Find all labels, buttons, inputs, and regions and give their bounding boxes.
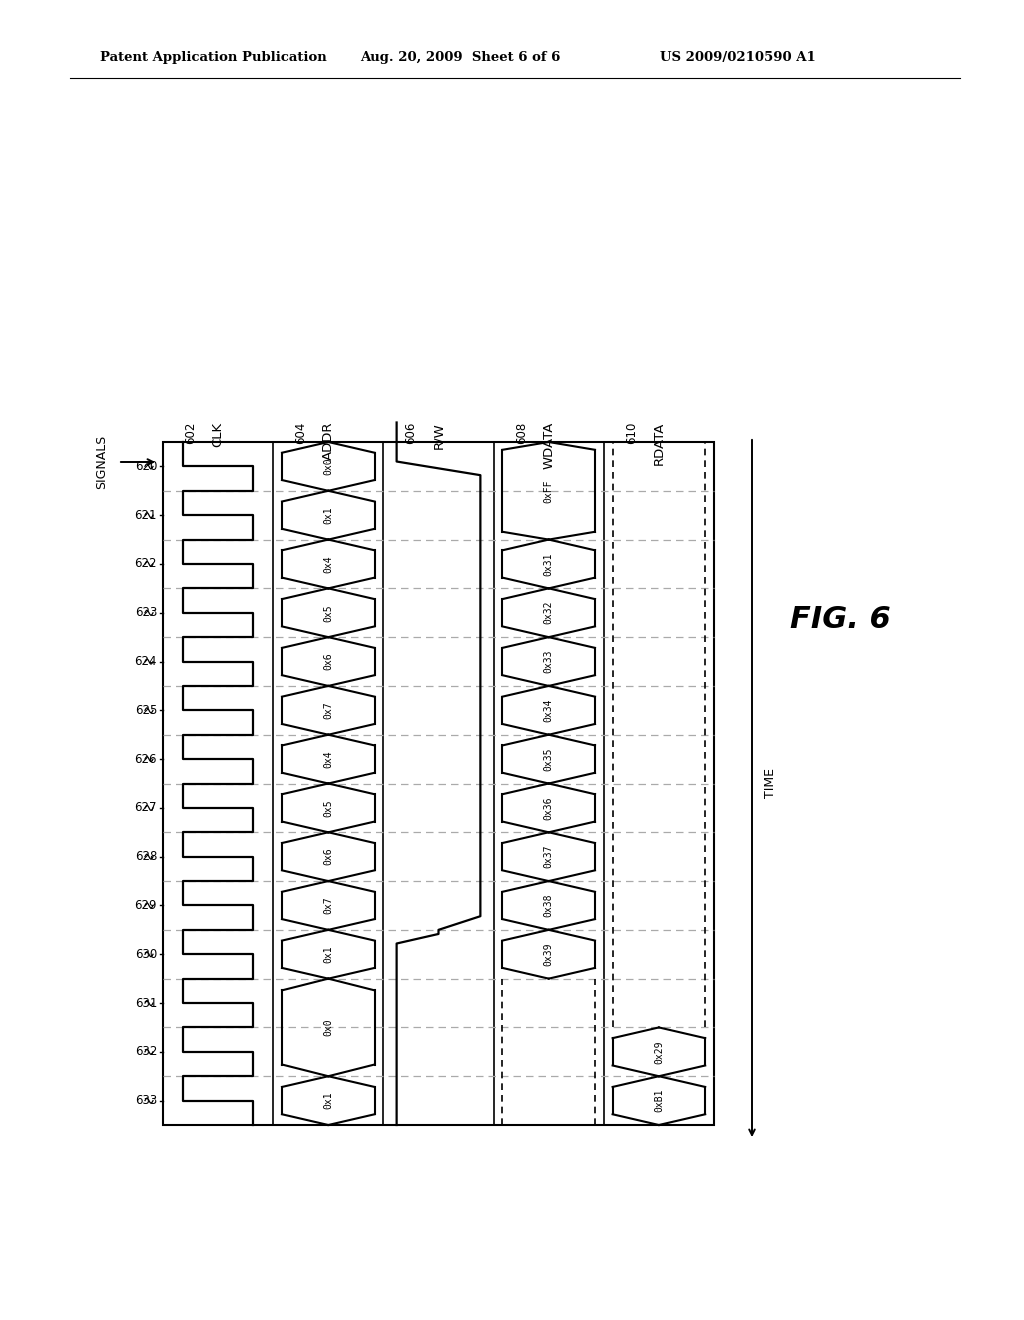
Bar (163, 442, 714, 1125)
Text: 0x6: 0x6 (324, 847, 333, 866)
Text: ADDR: ADDR (322, 422, 335, 461)
Text: 620: 620 (134, 459, 157, 473)
Text: 0x34: 0x34 (544, 698, 554, 722)
Text: SIGNALS: SIGNALS (95, 434, 108, 490)
Text: 0xFF: 0xFF (544, 479, 554, 503)
Text: 610: 610 (625, 422, 638, 445)
Text: 0x0: 0x0 (324, 1019, 333, 1036)
Text: 629: 629 (134, 899, 157, 912)
Text: 0x37: 0x37 (544, 845, 554, 869)
Text: R/W: R/W (432, 422, 445, 449)
Text: 0x33: 0x33 (544, 649, 554, 673)
Text: 628: 628 (134, 850, 157, 863)
Text: TIME: TIME (764, 768, 777, 799)
Text: Aug. 20, 2009  Sheet 6 of 6: Aug. 20, 2009 Sheet 6 of 6 (360, 51, 560, 65)
Text: 606: 606 (404, 422, 418, 445)
Text: 633: 633 (135, 1094, 157, 1107)
Text: 602: 602 (184, 422, 197, 445)
Text: 0x7: 0x7 (324, 701, 333, 719)
Text: 630: 630 (135, 948, 157, 961)
Text: 0x7: 0x7 (324, 896, 333, 915)
Text: 623: 623 (134, 606, 157, 619)
Text: 632: 632 (134, 1045, 157, 1059)
Text: 624: 624 (134, 655, 157, 668)
Text: 0x0: 0x0 (324, 458, 333, 475)
Text: 0x1: 0x1 (324, 945, 333, 964)
Text: WDATA: WDATA (542, 422, 555, 470)
Text: 0xB1: 0xB1 (654, 1089, 664, 1113)
Text: FIG. 6: FIG. 6 (790, 606, 891, 635)
Text: 0x1: 0x1 (324, 1092, 333, 1109)
Text: RDATA: RDATA (652, 422, 666, 466)
Text: US 2009/0210590 A1: US 2009/0210590 A1 (660, 51, 816, 65)
Text: 0x39: 0x39 (544, 942, 554, 966)
Text: 0x36: 0x36 (544, 796, 554, 820)
Text: 631: 631 (134, 997, 157, 1010)
Text: 604: 604 (294, 422, 307, 445)
Text: 625: 625 (134, 704, 157, 717)
Text: 0x35: 0x35 (544, 747, 554, 771)
Text: 0x4: 0x4 (324, 556, 333, 573)
Text: 626: 626 (134, 752, 157, 766)
Text: 0x29: 0x29 (654, 1040, 664, 1064)
Text: 0x1: 0x1 (324, 507, 333, 524)
Text: 0x5: 0x5 (324, 799, 333, 817)
Text: 627: 627 (134, 801, 157, 814)
Text: CLK: CLK (212, 422, 224, 447)
Text: 0x5: 0x5 (324, 605, 333, 622)
Text: 621: 621 (134, 508, 157, 521)
Text: 0x32: 0x32 (544, 601, 554, 624)
Text: 622: 622 (134, 557, 157, 570)
Text: Patent Application Publication: Patent Application Publication (100, 51, 327, 65)
Text: 0x38: 0x38 (544, 894, 554, 917)
Text: 0x6: 0x6 (324, 652, 333, 671)
Text: 0x31: 0x31 (544, 552, 554, 576)
Text: 0x4: 0x4 (324, 750, 333, 768)
Text: 608: 608 (515, 422, 527, 445)
